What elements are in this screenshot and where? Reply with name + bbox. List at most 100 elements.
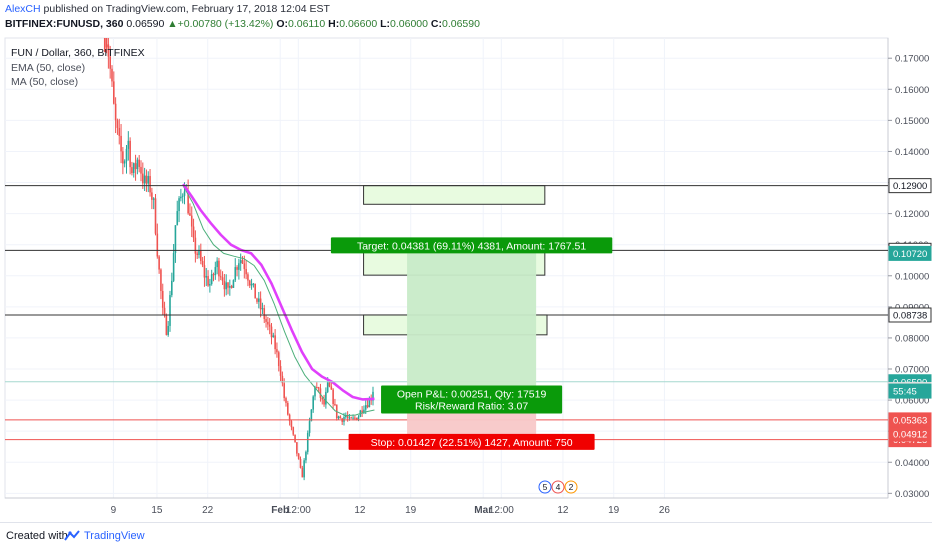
candle-body	[312, 396, 314, 410]
candle-body	[223, 281, 226, 290]
price-tick-label: 0.03000	[895, 489, 929, 500]
candle-body	[339, 416, 342, 419]
candle-body	[132, 163, 135, 174]
candle-body	[345, 416, 347, 418]
candle-body	[203, 265, 206, 278]
candle-body	[236, 267, 238, 270]
candle-body	[290, 421, 293, 428]
price-chart[interactable]: 0.030000.040000.050000.060000.070000.080…	[0, 0, 932, 522]
candle-body	[116, 120, 119, 128]
candle-body	[276, 349, 278, 353]
price-tick-label: 0.07000	[895, 365, 929, 376]
candle-body	[187, 189, 189, 214]
candle-body	[283, 383, 285, 399]
time-tick-label: 22	[202, 505, 214, 516]
pnl-label-text: Open P&L: 0.00251, Qty: 17519	[397, 389, 547, 401]
candle-body	[180, 196, 182, 199]
candle-body	[248, 280, 251, 286]
candle-body	[247, 274, 249, 281]
candle-body	[348, 417, 351, 419]
chart-legend: FUN / Dollar, 360, BITFINEX EMA (50, clo…	[11, 46, 145, 90]
candle-body	[125, 148, 128, 162]
candle-body	[274, 335, 276, 350]
low-value: 0.06000	[390, 18, 428, 30]
candle-body	[156, 233, 159, 257]
symbol-label: BITFINEX:FUNUSD, 360	[5, 18, 124, 30]
candle-body	[366, 405, 369, 408]
candle-body	[306, 432, 309, 452]
candle-body	[147, 176, 150, 184]
candle-body	[207, 276, 209, 286]
candle-body	[364, 405, 367, 410]
event-count: 5	[543, 482, 548, 492]
candle-body	[123, 161, 126, 164]
stop-label-box	[348, 433, 595, 450]
candle-body	[136, 159, 139, 170]
pnl-label-text: Risk/Reward Ratio: 3.07	[415, 401, 528, 413]
candle-body	[114, 103, 117, 121]
candle-body	[294, 434, 296, 443]
candle-body	[241, 260, 244, 264]
candle-body	[299, 458, 302, 468]
price-axis-label-box	[888, 383, 932, 399]
candle-body	[176, 211, 179, 226]
candle-body	[243, 263, 246, 270]
candle-body	[267, 321, 269, 325]
candle-body	[160, 269, 162, 291]
price-axis-label-box	[888, 178, 932, 194]
legend-ma[interactable]: MA (50, close)	[11, 76, 79, 88]
candle-body	[138, 159, 140, 167]
candle-body	[270, 326, 273, 338]
candle-body	[216, 260, 218, 268]
candle-body	[368, 398, 371, 408]
tradingview-logo-icon	[64, 530, 80, 541]
candle-body	[183, 191, 186, 196]
target-label: Target: 0.04381 (69.11%) 4381, Amount: 1…	[330, 237, 613, 254]
candle-body	[239, 260, 242, 264]
legend-ema[interactable]: EMA (50, close)	[11, 61, 86, 74]
candle-body	[169, 295, 171, 326]
candle-body	[200, 250, 202, 261]
candle-body	[272, 335, 275, 338]
candle-body	[297, 453, 300, 459]
legend-symbol: FUN / Dollar, 360, BITFINEX	[11, 47, 145, 59]
candle-body	[354, 417, 356, 419]
footer-created: Created with	[6, 530, 68, 542]
candle-body	[316, 387, 318, 389]
candle-body	[196, 253, 198, 255]
candle-body	[105, 38, 108, 48]
candle-body	[281, 375, 284, 384]
candle-body	[201, 260, 204, 266]
author-link[interactable]: AlexCH	[5, 3, 41, 15]
candle-body	[252, 283, 255, 285]
event-circle	[538, 480, 552, 494]
candle-body	[171, 280, 173, 296]
candle-body	[145, 175, 148, 184]
candle-body	[317, 387, 320, 389]
ohlc-bar: BITFINEX:FUNUSD, 360 0.06590 ▲+0.00780 (…	[5, 18, 480, 30]
candle-body	[232, 280, 235, 288]
price-axis-label: 0.05363	[893, 415, 927, 426]
price-axis-label: 0.08738	[893, 310, 927, 321]
candle-body	[254, 283, 256, 299]
candle-body	[225, 282, 227, 290]
candle-body	[288, 414, 291, 422]
candle-body	[210, 274, 213, 284]
candle-body	[113, 81, 115, 104]
candle-body	[142, 173, 144, 184]
candle-body	[350, 417, 353, 419]
candle-body	[372, 391, 374, 401]
candle-body	[256, 298, 258, 302]
candle-body	[334, 404, 336, 406]
candle-body	[277, 352, 280, 367]
event-count: 4	[556, 482, 561, 492]
candle-body	[361, 410, 363, 413]
candle-body	[310, 409, 313, 422]
candle-body	[301, 467, 304, 478]
time-tick-label: 19	[608, 505, 620, 516]
price-axis-label-box	[888, 426, 932, 442]
candle-body	[205, 276, 208, 278]
candle-body	[161, 290, 164, 308]
footer-brand[interactable]: TradingView	[84, 530, 145, 542]
candle-body	[319, 388, 322, 398]
